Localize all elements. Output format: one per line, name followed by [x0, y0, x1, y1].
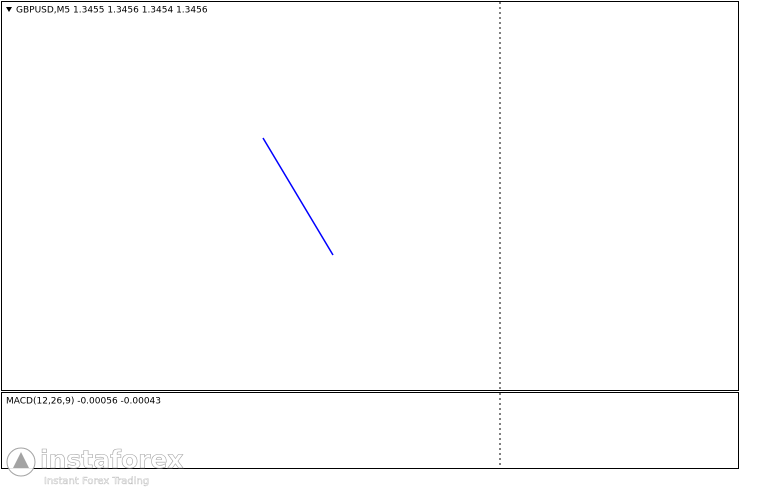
- watermark-brand: instaforex: [40, 445, 184, 474]
- watermark: instaforex Instant Forex Trading: [6, 445, 184, 487]
- watermark-logo-mark: [13, 452, 29, 468]
- chart-title: GBPUSD,M5 1.3455 1.3456 1.3454 1.3456: [16, 6, 208, 16]
- title-icon: [6, 7, 12, 12]
- watermark-tagline: Instant Forex Trading: [44, 476, 149, 487]
- price-panel-frame: [1, 1, 739, 391]
- macd-title: MACD(12,26,9) -0.00056 -0.00043: [6, 397, 161, 407]
- trend-line: [262, 137, 334, 256]
- macd-panel-frame: [1, 392, 739, 469]
